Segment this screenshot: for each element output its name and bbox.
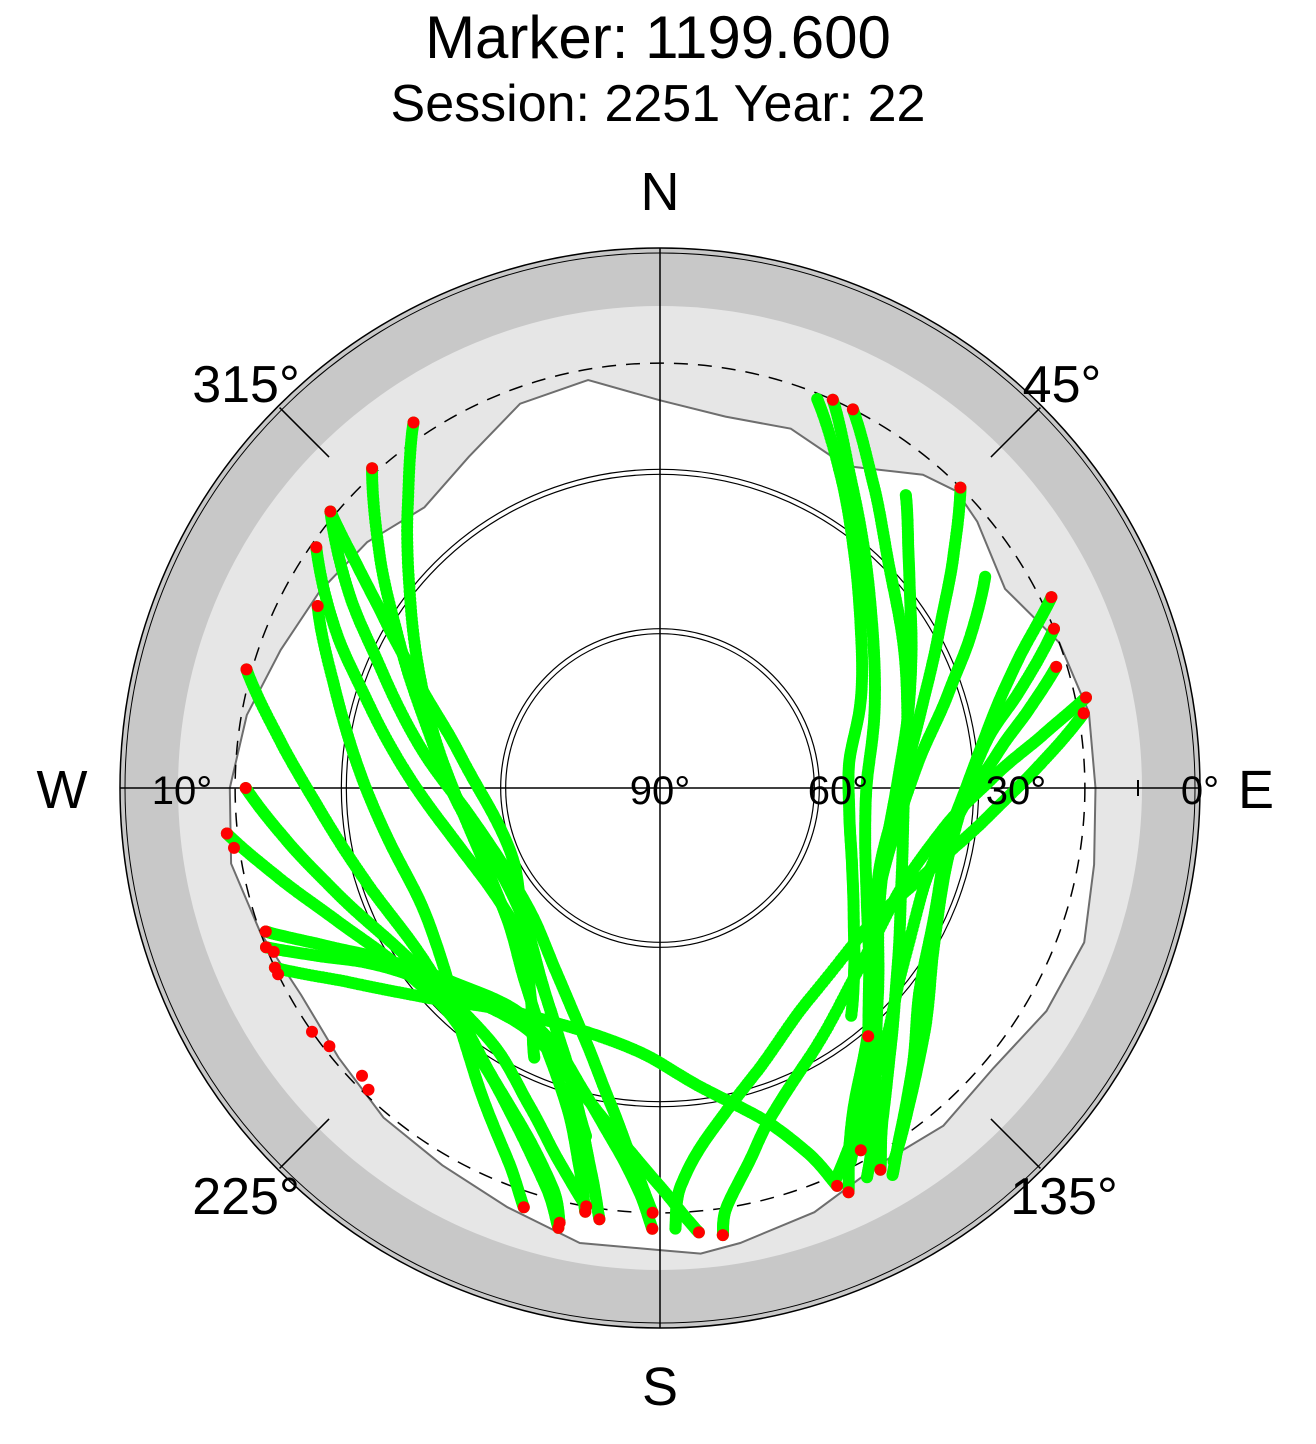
track-point bbox=[887, 1155, 900, 1168]
track-point bbox=[886, 1169, 899, 1181]
azimuth-tick-45 bbox=[990, 407, 1041, 458]
track-point bbox=[861, 1171, 873, 1184]
chart-title: Marker: 1199.600 bbox=[425, 4, 891, 71]
azimuth-tick-135 bbox=[990, 1118, 1041, 1169]
track-point bbox=[845, 1009, 858, 1022]
chart-subtitle: Session: 2251 Year: 22 bbox=[390, 75, 926, 133]
azimuth-tick-315 bbox=[279, 407, 330, 458]
track-point bbox=[669, 1222, 682, 1235]
satellite-track bbox=[844, 570, 992, 1168]
grid-layer bbox=[120, 248, 1200, 1328]
azimuth-tick-225 bbox=[279, 1118, 330, 1169]
